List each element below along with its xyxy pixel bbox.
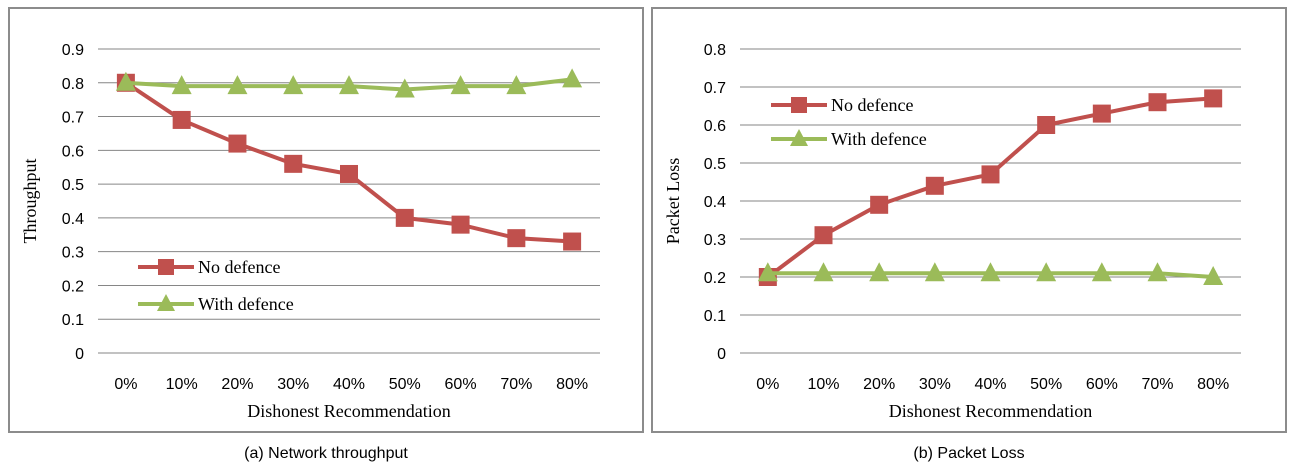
y-tick-label: 0.5 (62, 177, 84, 194)
y-tick-label: 0.3 (704, 232, 726, 249)
data-point (228, 134, 247, 153)
x-tick-label: 10% (166, 376, 198, 393)
data-point (814, 226, 833, 245)
caption-packet-loss: (b) Packet Loss (913, 445, 1025, 462)
x-tick-label: 30% (277, 376, 309, 393)
caption-throughput: (a) Network throughput (244, 445, 408, 462)
y-tick-label: 0.1 (704, 308, 726, 325)
data-point (115, 71, 136, 91)
x-tick-label: 20% (221, 376, 253, 393)
packet-loss-chart: 0 0.1 0.2 0.3 0.4 0.5 0.6 0.7 0.8 0% 10% 20% 30% 40% 5… (663, 42, 1241, 421)
data-point (869, 262, 890, 282)
legend-marker (157, 294, 175, 311)
x-tick-label: 60% (1086, 376, 1118, 393)
legend-item: No defence (771, 95, 913, 115)
data-point (924, 262, 945, 282)
data-point (925, 176, 944, 195)
y-tick-label: 0.4 (62, 211, 84, 228)
data-point (563, 232, 582, 251)
data-point (1091, 262, 1112, 282)
y-tick-label: 0 (717, 346, 726, 363)
data-point (981, 165, 1000, 184)
data-point (1037, 116, 1056, 134)
data-point (506, 75, 527, 95)
legend-label: With defence (831, 129, 927, 149)
x-tick-label: 10% (807, 376, 839, 393)
data-point (394, 78, 415, 98)
x-tick-label: 80% (556, 376, 588, 393)
y-tick-label: 0.8 (704, 42, 726, 59)
data-point (1092, 104, 1111, 123)
series-no-defence (116, 73, 582, 251)
legend-item: With defence (138, 294, 294, 314)
x-axis-title: Dishonest Recommendation (247, 401, 450, 421)
data-point (1147, 262, 1168, 282)
legend-marker (790, 129, 808, 146)
x-tick-label: 50% (1030, 376, 1062, 393)
throughput-chart: 0 0.1 0.2 0.3 0.4 0.5 0.6 0.7 0.8 0.9 0% 10% 20% 30% 4… (20, 42, 600, 421)
y-tick-label: 0.7 (704, 80, 726, 97)
data-point (1036, 262, 1057, 282)
data-point (451, 215, 470, 234)
legend-marker (158, 259, 174, 275)
data-point (171, 75, 192, 95)
data-point (980, 262, 1001, 282)
legend: No defence With defence (138, 257, 294, 314)
legend-item: No defence (138, 257, 280, 277)
y-axis-title: Throughput (20, 159, 40, 244)
data-point (172, 110, 191, 129)
x-tick-label: 40% (333, 376, 365, 393)
y-tick-label: 0 (75, 346, 84, 363)
x-tick-label: 30% (919, 376, 951, 393)
data-point (562, 68, 583, 88)
y-tick-label: 0.6 (62, 143, 84, 160)
y-tick-label: 0.5 (704, 156, 726, 173)
data-point (284, 154, 303, 173)
y-tick-label: 0.8 (62, 76, 84, 93)
x-tick-label: 20% (863, 376, 895, 393)
x-tick-label: 0% (756, 376, 779, 393)
y-tick-label: 0.1 (62, 312, 84, 329)
data-point (339, 75, 359, 95)
legend-label: No defence (831, 95, 913, 115)
data-point (1148, 93, 1167, 112)
data-point (1203, 266, 1224, 285)
data-point (283, 75, 304, 95)
y-tick-label: 0.3 (62, 245, 84, 262)
x-axis-title: Dishonest Recommendation (889, 401, 1092, 421)
legend-label: No defence (198, 257, 280, 277)
data-point (340, 164, 358, 183)
series-with-defence (757, 262, 1224, 285)
x-tick-label: 80% (1197, 376, 1229, 393)
series-no-defence (758, 89, 1223, 286)
x-tick-label: 60% (445, 376, 477, 393)
y-tick-label: 0.6 (704, 118, 726, 135)
data-point (813, 262, 834, 282)
data-point (870, 195, 889, 214)
y-tick-label: 0.9 (62, 42, 84, 59)
chart-panel-packet-loss: 0 0.1 0.2 0.3 0.4 0.5 0.6 0.7 0.8 0% 10% 20% 30% 40% 5… (651, 7, 1287, 433)
legend-marker (791, 97, 807, 113)
y-axis-title: Packet Loss (663, 158, 683, 244)
y-tick-label: 0.2 (704, 270, 726, 287)
chart-panel-throughput: 0 0.1 0.2 0.3 0.4 0.5 0.6 0.7 0.8 0.9 0% 10% 20% 30% 4… (8, 7, 644, 433)
x-tick-label: 50% (389, 376, 421, 393)
data-point (395, 208, 414, 227)
data-point (507, 229, 526, 248)
series-with-defence (115, 68, 583, 98)
x-tick-label: 40% (974, 376, 1006, 393)
data-point (227, 75, 248, 95)
y-tick-label: 0.4 (704, 194, 726, 211)
x-tick-label: 70% (1141, 376, 1173, 393)
x-tick-label: 70% (500, 376, 532, 393)
legend-item: With defence (771, 129, 927, 149)
data-point (450, 75, 471, 95)
legend: No defence With defence (771, 95, 927, 149)
x-tick-label: 0% (114, 376, 137, 393)
data-point (757, 262, 778, 282)
data-point (1204, 89, 1223, 108)
y-tick-label: 0.7 (62, 110, 84, 127)
legend-label: With defence (198, 294, 294, 314)
y-tick-label: 0.2 (62, 278, 84, 295)
